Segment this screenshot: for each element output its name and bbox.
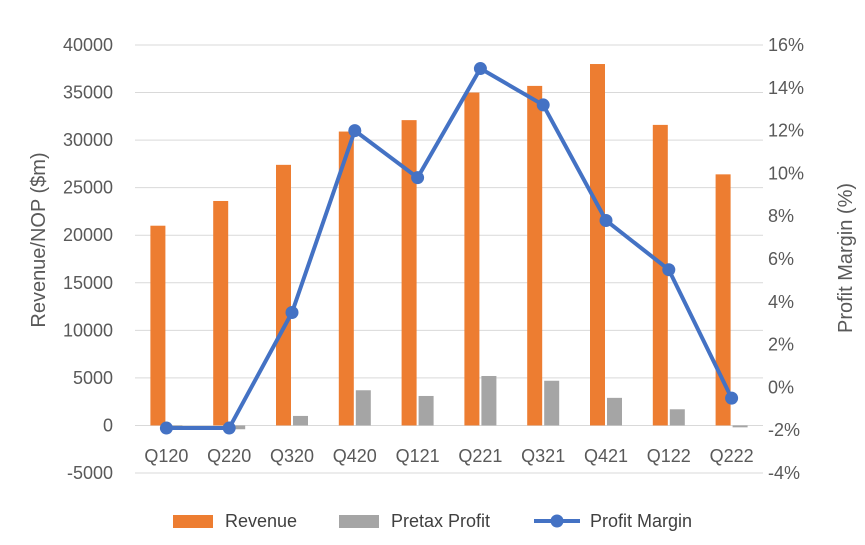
legend-label-pretax-profit: Pretax Profit xyxy=(391,511,490,531)
y-tick-label: 0 xyxy=(103,415,113,435)
x-tick-label: Q221 xyxy=(458,446,502,466)
x-tick-label: Q120 xyxy=(144,446,188,466)
profit-margin-point xyxy=(411,171,425,185)
y2-tick-label: 6% xyxy=(768,249,794,269)
y2-tick-label: 14% xyxy=(768,78,804,98)
pretax-profit-bar xyxy=(355,390,371,426)
revenue-bar xyxy=(401,120,417,426)
x-tick-label: Q220 xyxy=(207,446,251,466)
y-tick-label: 35000 xyxy=(63,83,113,103)
profit-margin-point xyxy=(473,62,487,76)
gridlines xyxy=(135,44,763,474)
y2-tick-label: 10% xyxy=(768,163,804,183)
x-tick-label: Q121 xyxy=(396,446,440,466)
y2-tick-label: 2% xyxy=(768,335,794,355)
pretax-profit-bar xyxy=(544,380,560,426)
y-axis-title: Revenue/NOP ($m) xyxy=(28,152,50,327)
revenue-bar xyxy=(213,200,229,426)
y2-tick-label: 16% xyxy=(768,35,804,55)
legend-label-revenue: Revenue xyxy=(225,511,297,531)
profit-margin-point xyxy=(599,213,613,227)
y2-tick-label: 8% xyxy=(768,206,794,226)
pretax-profit-bar xyxy=(669,409,685,426)
pretax-profit-bar xyxy=(230,425,246,430)
revenue-bar xyxy=(652,124,668,426)
legend-swatch-pretax-profit xyxy=(339,515,379,528)
y-tick-label: 15000 xyxy=(63,273,113,293)
y-tick-label: 25000 xyxy=(63,178,113,198)
x-tick-label: Q122 xyxy=(647,446,691,466)
profit-margin-point xyxy=(348,124,362,138)
revenue-bar xyxy=(338,131,354,426)
x-tick-label: Q222 xyxy=(710,446,754,466)
revenue-bar xyxy=(527,85,543,426)
revenue-bar xyxy=(276,164,291,426)
revenue-bar xyxy=(715,174,731,426)
revenue-bar xyxy=(464,92,480,426)
axes: 40000 35000 30000 25000 20000 15000 10000 5000 0… xyxy=(63,35,804,483)
legend-marker-profit-margin xyxy=(550,514,564,528)
profit-margin-line xyxy=(166,66,734,431)
pretax-profit-bar xyxy=(607,397,622,426)
revenue-bar xyxy=(150,225,166,426)
revenue-bar xyxy=(590,64,605,426)
y-tick-label: 20000 xyxy=(63,225,113,245)
y2-tick-label: 12% xyxy=(768,121,804,141)
y2-tick-label: 4% xyxy=(768,292,794,312)
profit-margin-point xyxy=(285,306,299,319)
y-tick-label: -5000 xyxy=(67,463,113,483)
pretax-profit-bar xyxy=(732,425,748,428)
y-tick-label: 5000 xyxy=(73,368,113,388)
profit-margin-point xyxy=(536,98,550,112)
profit-margin-point xyxy=(222,421,236,435)
x-tick-label: Q320 xyxy=(270,446,314,466)
x-tick-label: Q321 xyxy=(521,446,565,466)
pretax-profit-bar xyxy=(293,415,308,426)
legend-label-profit-margin: Profit Margin xyxy=(590,511,692,531)
profit-margin-line-group xyxy=(159,62,739,435)
profit-margin-point xyxy=(725,391,739,405)
x-tick-label: Q420 xyxy=(333,446,377,466)
y2-axis-title: Profit Margin (%) xyxy=(835,183,857,333)
y2-tick-label: -2% xyxy=(768,420,800,440)
y-tick-label: 40000 xyxy=(63,35,113,55)
profit-margin-point xyxy=(662,263,676,277)
y2-tick-label: 0% xyxy=(768,377,794,397)
y-tick-label: 30000 xyxy=(63,130,113,150)
legend-swatch-revenue xyxy=(173,515,213,528)
pretax-profit-bar xyxy=(418,395,434,426)
pretax-profit-bar xyxy=(481,375,497,426)
y-tick-label: 10000 xyxy=(63,320,113,340)
bars xyxy=(150,64,748,430)
x-tick-label: Q421 xyxy=(584,446,628,466)
profit-margin-point xyxy=(159,421,173,435)
legend: Revenue Pretax Profit Profit Margin xyxy=(173,511,692,531)
y2-tick-label: -4% xyxy=(768,463,800,483)
